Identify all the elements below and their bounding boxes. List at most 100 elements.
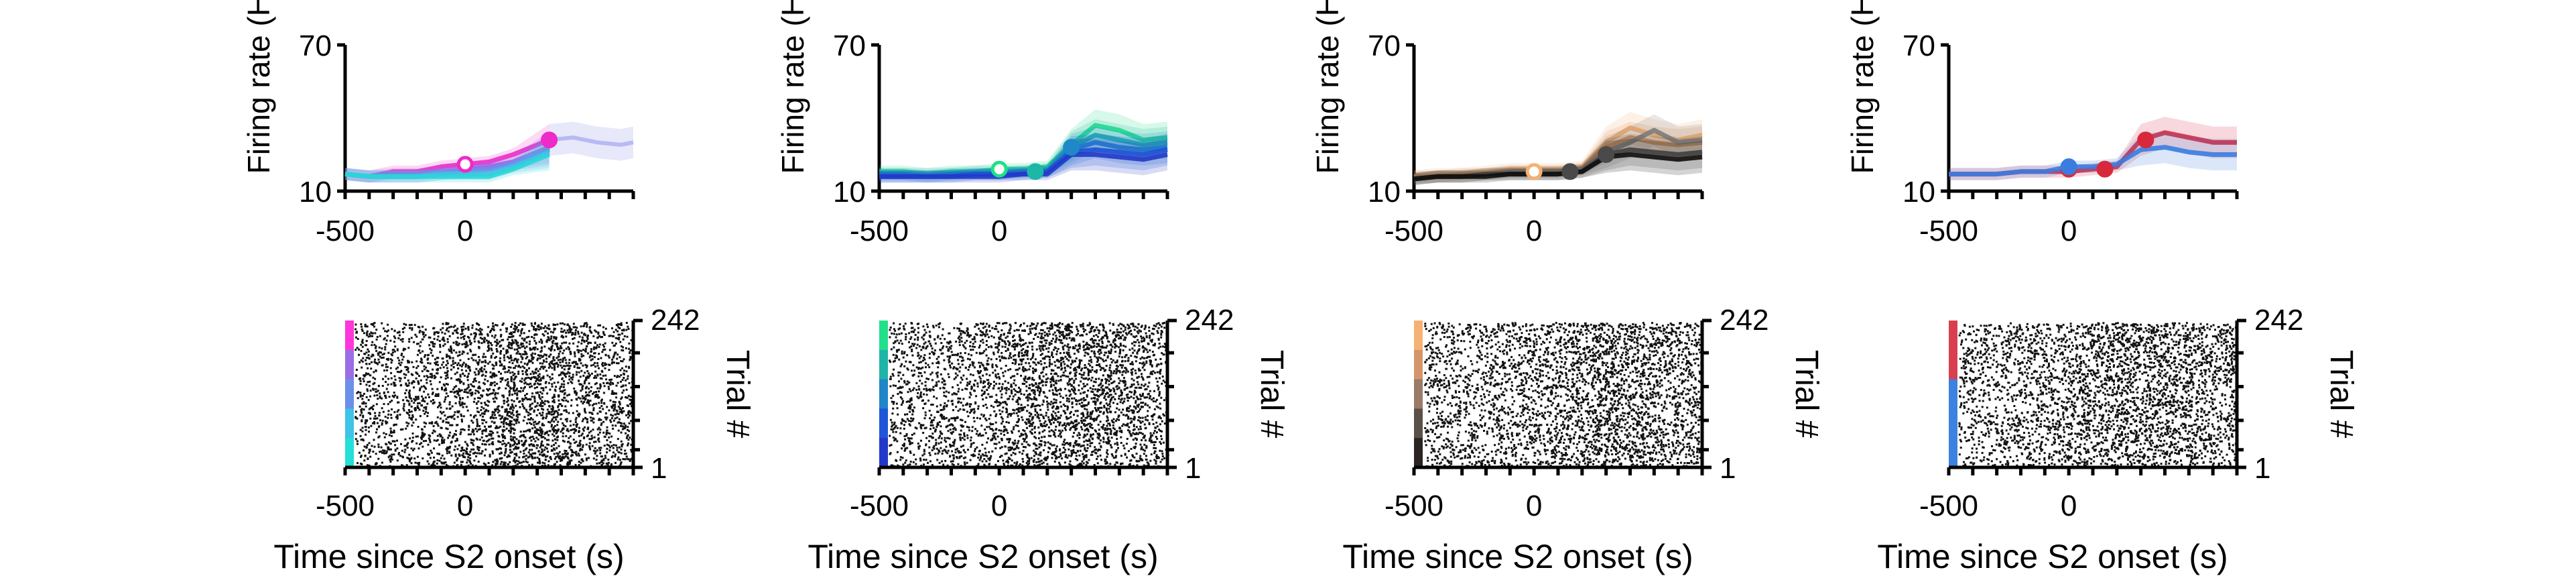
panel-1: 70 10 -500 0 Firing rate (Hz) 242 1 -500 0 Time s… [241, 0, 755, 575]
y-tick-label: 10 [1368, 176, 1401, 209]
marker-point [456, 156, 474, 173]
y-tick-label: 1 [2254, 452, 2270, 485]
x-tick-label: -500 [1919, 215, 1978, 247]
color-strip-segment [345, 349, 354, 380]
color-strip-segment [879, 349, 888, 380]
color-strip-segment [345, 321, 354, 351]
color-strip-segment [879, 408, 888, 439]
color-strip-segment [1414, 321, 1423, 351]
color-strip-segment [879, 438, 888, 468]
trial-axis-label: Trial # [1789, 350, 1824, 439]
y-axis-label: Firing rate (Hz) [1845, 0, 1880, 174]
marker-point [2096, 160, 2114, 178]
marker-point [990, 160, 1008, 178]
y-tick-label: 1 [651, 452, 667, 485]
x-axis-label: Time since S2 onset (s) [273, 538, 624, 575]
series-5 [344, 138, 550, 183]
x-tick-label: 0 [1526, 215, 1542, 247]
trial-axis-label: Trial # [1254, 350, 1289, 439]
marker-point [1598, 146, 1615, 163]
x-tick-label: -500 [850, 215, 909, 247]
y-tick-label: 242 [651, 304, 700, 337]
y-axis-label: Firing rate (Hz) [775, 0, 810, 174]
y-tick-label: 70 [1368, 30, 1401, 62]
marker-point [1561, 163, 1579, 180]
y-tick-label: 242 [2254, 304, 2303, 337]
raster-plot: 242 1 -500 0 Time since S2 onset (s) Trial # [1877, 304, 2359, 575]
condition-color-strip [879, 321, 888, 468]
x-tick-label: 0 [991, 215, 1007, 247]
x-tick-label: -500 [1384, 489, 1443, 522]
marker-point [2060, 158, 2077, 176]
color-strip-segment [1414, 349, 1423, 380]
marker-point [541, 131, 558, 149]
panel-4: 70 10 -500 0 Firing rate (Hz) 242 1 -500 0 Time s… [1845, 0, 2359, 575]
x-tick-label: -500 [1919, 489, 1978, 522]
spike-dots [1958, 322, 2239, 468]
y-axis-label: Firing rate (Hz) [1310, 0, 1345, 174]
color-strip-segment [879, 379, 888, 409]
firing-rate-plot: 70 10 -500 0 Firing rate (Hz) [1310, 0, 1704, 247]
x-axis-label: Time since S2 onset (s) [1342, 538, 1693, 575]
y-axis-label: Firing rate (Hz) [241, 0, 276, 174]
y-tick-label: 10 [833, 176, 866, 209]
panel-2: 70 10 -500 0 Firing rate (Hz) 242 1 -500 0 Time s… [775, 0, 1289, 575]
x-tick-label: 0 [991, 489, 1007, 522]
color-strip-segment [345, 379, 354, 409]
y-tick-label: 70 [1903, 30, 1935, 62]
color-strip-segment [345, 438, 354, 468]
x-tick-label: -500 [850, 489, 909, 522]
y-tick-label: 10 [1903, 176, 1935, 209]
y-tick-label: 10 [299, 176, 332, 209]
series-5 [879, 138, 1168, 183]
raster-plot: 242 1 -500 0 Time since S2 onset (s) Trial # [808, 304, 1289, 575]
x-tick-label: -500 [316, 489, 375, 522]
x-tick-label: 0 [2061, 215, 2077, 247]
condition-color-strip [1414, 321, 1423, 468]
series-line [879, 152, 1168, 179]
color-strip-segment [1949, 379, 1957, 409]
x-tick-label: 0 [457, 489, 473, 522]
error-band [1414, 138, 1702, 185]
marker-point [2137, 131, 2154, 149]
y-tick-label: 1 [1720, 452, 1736, 485]
marker-point [1063, 139, 1080, 156]
panel-3: 70 10 -500 0 Firing rate (Hz) 242 1 -500 0 Time s… [1310, 0, 1824, 575]
condition-color-strip [1949, 321, 1957, 468]
firing-rate-plot: 70 10 -500 0 Firing rate (Hz) [1845, 0, 2239, 247]
y-tick-label: 70 [299, 30, 332, 62]
y-tick-label: 242 [1185, 304, 1234, 337]
color-strip-segment [1414, 438, 1423, 468]
error-band [549, 121, 633, 161]
firing-rate-plot: 70 10 -500 0 Firing rate (Hz) [775, 0, 1169, 247]
trial-axis-label: Trial # [2323, 350, 2359, 439]
spike-dots [889, 322, 1169, 468]
error-band [1949, 131, 2237, 180]
color-strip-segment [1414, 408, 1423, 439]
raster-plot: 242 1 -500 0 Time since S2 onset (s) Trial # [273, 304, 755, 575]
x-tick-label: 0 [457, 215, 473, 247]
x-tick-label: 0 [1526, 489, 1542, 522]
series-line [344, 152, 550, 179]
y-tick-label: 1 [1185, 452, 1201, 485]
x-axis-label: Time since S2 onset (s) [1877, 538, 2228, 575]
y-tick-label: 242 [1720, 304, 1768, 337]
error-band [879, 133, 1167, 183]
color-strip-segment [879, 321, 888, 351]
color-strip-segment [1949, 438, 1957, 468]
color-strip-segment [1414, 379, 1423, 409]
error-band [345, 124, 550, 183]
firing-rate-plot: 70 10 -500 0 Firing rate (Hz) [241, 0, 635, 247]
condition-color-strip [345, 321, 354, 468]
raster-plot: 242 1 -500 0 Time since S2 onset (s) Trial # [1342, 304, 1824, 575]
series-line [1949, 145, 2237, 177]
marker-point [1027, 163, 1044, 180]
error-band [879, 138, 1167, 183]
spike-dots [355, 322, 634, 468]
trial-axis-label: Trial # [720, 350, 755, 439]
spike-dots [1424, 322, 1703, 468]
color-strip-segment [1949, 321, 1957, 351]
y-tick-label: 70 [833, 30, 866, 62]
x-axis-label: Time since S2 onset (s) [808, 538, 1158, 575]
